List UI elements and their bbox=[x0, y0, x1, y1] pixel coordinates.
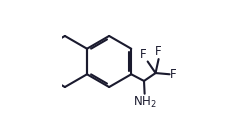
Text: F: F bbox=[140, 48, 147, 61]
Text: F: F bbox=[170, 68, 177, 81]
Text: F: F bbox=[155, 46, 162, 58]
Text: NH$_2$: NH$_2$ bbox=[133, 95, 157, 110]
